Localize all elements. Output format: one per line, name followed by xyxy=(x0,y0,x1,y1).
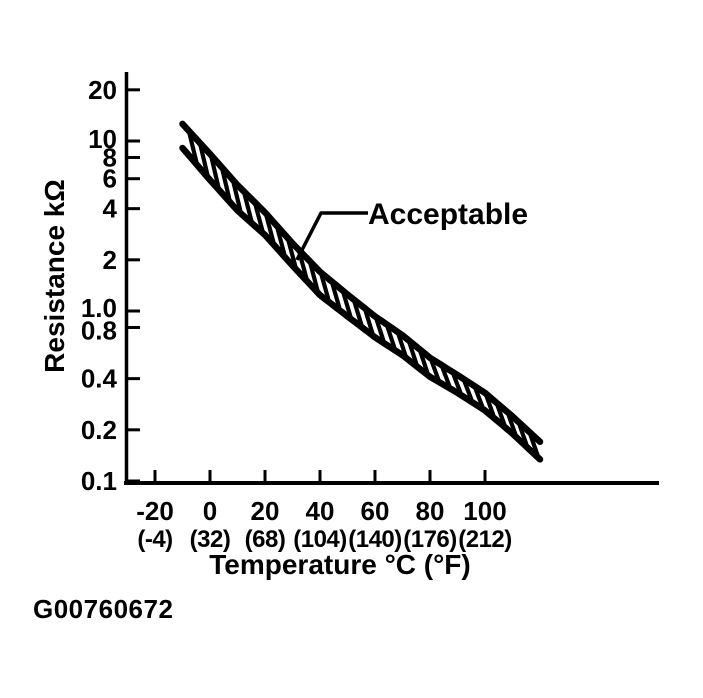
x-tick-label-fahrenheit: (140) xyxy=(348,526,402,553)
band-hatch-line xyxy=(440,366,452,387)
acceptable-label: Acceptable xyxy=(368,198,528,231)
y-tick-label: 0.4 xyxy=(81,364,118,394)
band-hatch-line xyxy=(352,301,364,326)
band-hatch-line xyxy=(396,333,408,357)
y-tick-label: 0.1 xyxy=(81,466,117,496)
x-tick-label-fahrenheit: (68) xyxy=(245,526,286,553)
band-hatch-line xyxy=(462,380,474,401)
acceptable-leader-line xyxy=(295,211,368,261)
y-tick-label: 6 xyxy=(103,164,117,194)
y-tick-label: 8 xyxy=(103,143,117,173)
x-axis-title: Temperature °C (°F) xyxy=(209,549,470,580)
x-tick-label-celsius: 0 xyxy=(203,496,217,526)
band-hatch-line xyxy=(374,318,386,342)
x-tick-label-fahrenheit: (104) xyxy=(293,526,347,553)
y-axis-title: Resistance kΩ xyxy=(39,179,70,373)
y-tick-label: 10 xyxy=(88,124,117,154)
y-tick-label: 1.0 xyxy=(81,293,117,323)
band-hatch-line xyxy=(429,360,441,381)
y-tick-label: 4 xyxy=(103,194,118,224)
band-hatch-line xyxy=(231,182,243,212)
band-hatch-line xyxy=(330,283,342,309)
band-hatch-line xyxy=(187,133,199,163)
x-tick-label-fahrenheit: (176) xyxy=(403,526,457,553)
band-hatch-line xyxy=(473,387,485,408)
band-hatch-line xyxy=(319,274,331,301)
y-tick-label: 20 xyxy=(88,75,117,105)
band-hatch-line xyxy=(341,292,353,318)
band-hatch-line xyxy=(209,157,221,188)
band-hatch-line xyxy=(385,326,397,349)
band-hatch-line xyxy=(286,240,298,268)
x-tick-label-celsius: 40 xyxy=(306,496,335,526)
band-hatch-line xyxy=(451,373,463,394)
x-tick-label-celsius: 60 xyxy=(361,496,390,526)
x-tick-label-fahrenheit: (-4) xyxy=(137,526,172,553)
band-upper-curve xyxy=(179,120,544,446)
y-tick-label: 0.8 xyxy=(81,316,117,346)
band-hatch-line xyxy=(407,342,419,365)
x-tick-label-celsius: 20 xyxy=(251,496,280,526)
band-hatch-line xyxy=(253,204,265,232)
x-tick-label-celsius: 100 xyxy=(463,496,506,526)
band-hatch-line xyxy=(363,310,375,335)
band-hatch-line xyxy=(418,351,430,374)
figure-id-label: G00760672 xyxy=(33,594,173,624)
x-tick-label-fahrenheit: (32) xyxy=(190,526,231,553)
band-hatch-line xyxy=(220,169,232,201)
x-tick-label-celsius: 80 xyxy=(416,496,445,526)
band-hatch-line xyxy=(242,193,254,222)
band-hatch-line xyxy=(275,227,287,256)
axes-layer: 201086421.00.80.40.20.1-20(-4)0(32)20(68… xyxy=(81,72,659,553)
band-hatch-line xyxy=(198,145,210,176)
acceptable-band-layer xyxy=(179,120,544,463)
band-hatch-line xyxy=(308,263,320,291)
band-lower-curve xyxy=(179,144,544,463)
band-hatch-line xyxy=(297,252,309,280)
y-tick-label: 2 xyxy=(103,245,117,275)
band-hatch-line xyxy=(264,215,276,243)
x-tick-label-fahrenheit: (212) xyxy=(458,526,512,553)
x-tick-label-celsius: -20 xyxy=(136,496,174,526)
y-tick-label: 0.2 xyxy=(81,415,117,445)
